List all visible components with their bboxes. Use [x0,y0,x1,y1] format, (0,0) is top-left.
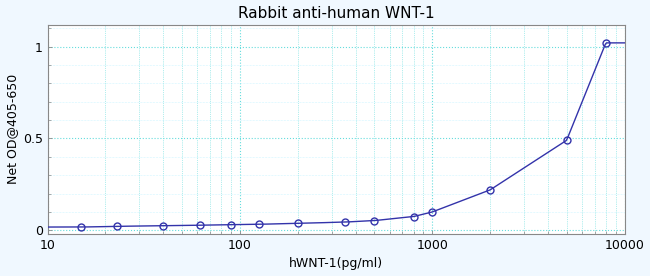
X-axis label: hWNT-1(pg/ml): hWNT-1(pg/ml) [289,258,383,270]
Y-axis label: Net OD@405-650: Net OD@405-650 [6,74,19,184]
Title: Rabbit anti-human WNT-1: Rabbit anti-human WNT-1 [238,6,434,20]
